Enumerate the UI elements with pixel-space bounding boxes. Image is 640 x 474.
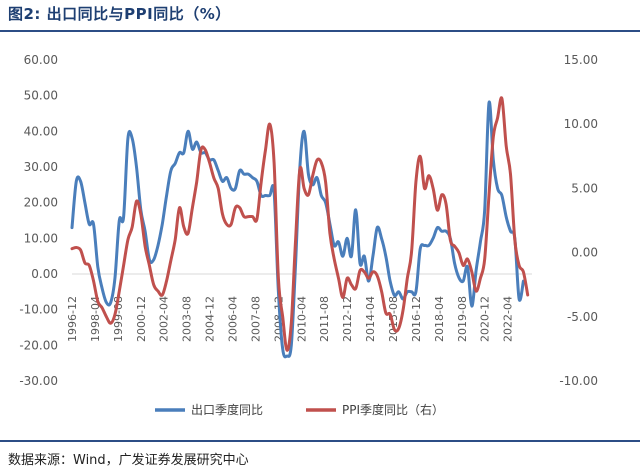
x-tick-label: 1996-12 bbox=[66, 296, 79, 342]
x-tick-label: 2015-08 bbox=[387, 296, 400, 342]
y-left-tick-label: -30.00 bbox=[19, 374, 58, 388]
legend-export-label: 出口季度同比 bbox=[191, 402, 263, 417]
y-left-tick-label: 20.00 bbox=[24, 196, 58, 210]
series-lines bbox=[70, 96, 530, 359]
left-axis-ticks: 60.00 50.00 40.00 30.00 20.00 10.00 0.00 -10.00… bbox=[19, 53, 58, 388]
legend: 出口季度同比 PPI季度同比（右） bbox=[155, 402, 444, 417]
y-right-tick-label: 0.00 bbox=[571, 246, 598, 260]
y-left-tick-label: -20.00 bbox=[19, 338, 58, 352]
y-right-tick-label: -10.00 bbox=[559, 374, 598, 388]
x-tick-label: 2022-04 bbox=[502, 296, 515, 342]
y-right-tick-label: 15.00 bbox=[564, 53, 598, 67]
ppi-series-line bbox=[70, 96, 530, 352]
x-tick-label: 2007-08 bbox=[249, 296, 262, 342]
x-tick-label: 2004-12 bbox=[204, 296, 217, 342]
y-right-tick-label: 5.00 bbox=[571, 181, 598, 195]
figure-title: 图2: 出口同比与PPI同比（%） bbox=[8, 5, 231, 23]
x-tick-label: 2003-08 bbox=[181, 296, 194, 342]
x-tick-label: 2010-04 bbox=[295, 296, 308, 342]
x-tick-label: 2020-12 bbox=[479, 296, 492, 342]
legend-ppi-label: PPI季度同比（右） bbox=[342, 402, 444, 417]
x-tick-label: 1998-04 bbox=[89, 296, 102, 342]
x-tick-label: 2006-04 bbox=[226, 296, 239, 342]
line-chart: 60.00 50.00 40.00 30.00 20.00 10.00 0.00 -10.00… bbox=[19, 53, 598, 417]
title-rule bbox=[0, 30, 640, 32]
x-tick-label: 2012-12 bbox=[341, 296, 354, 342]
y-left-tick-label: 10.00 bbox=[24, 231, 58, 245]
x-tick-label: 2000-12 bbox=[135, 296, 148, 342]
x-tick-label: 2019-08 bbox=[456, 296, 469, 342]
y-left-tick-label: -10.00 bbox=[19, 303, 58, 317]
y-right-tick-label: -5.00 bbox=[567, 310, 598, 324]
x-axis-ticks: 1996-12 1998-04 1999-08 2000-12 2002-04 2003-… bbox=[66, 296, 515, 342]
x-tick-label: 2014-04 bbox=[364, 296, 377, 342]
right-axis-ticks: 15.00 10.00 5.00 0.00 -5.00 -10.00 bbox=[559, 53, 598, 388]
y-left-tick-label: 30.00 bbox=[24, 160, 58, 174]
x-tick-label: 2016-12 bbox=[410, 296, 423, 342]
x-tick-label: 2002-04 bbox=[158, 296, 171, 342]
source-note: 数据来源：Wind，广发证券发展研究中心 bbox=[8, 453, 249, 468]
y-left-tick-label: 0.00 bbox=[31, 267, 58, 281]
y-left-tick-label: 60.00 bbox=[24, 53, 58, 67]
y-left-tick-label: 50.00 bbox=[24, 89, 58, 103]
x-tick-label: 2018-04 bbox=[433, 296, 446, 342]
y-left-tick-label: 40.00 bbox=[24, 124, 58, 138]
y-right-tick-label: 10.00 bbox=[564, 117, 598, 131]
footer-rule bbox=[0, 440, 640, 442]
x-tick-label: 2011-08 bbox=[318, 296, 331, 342]
